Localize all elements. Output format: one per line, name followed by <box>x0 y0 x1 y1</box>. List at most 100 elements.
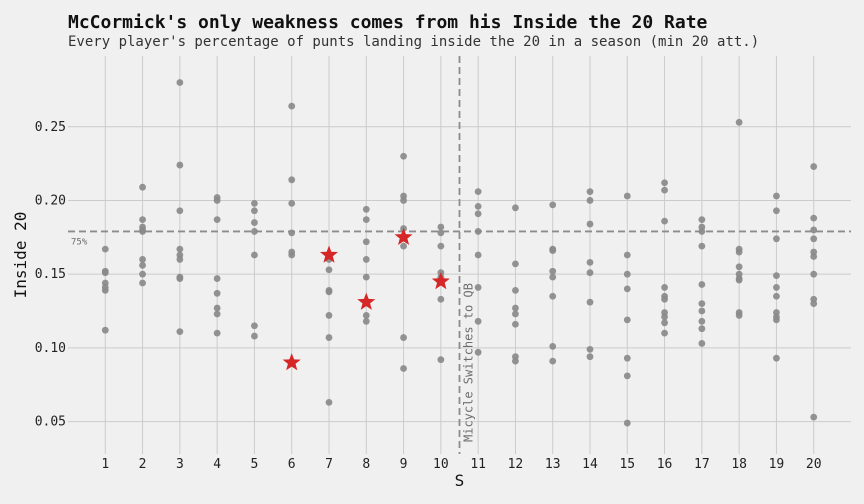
data-point <box>549 247 557 254</box>
data-point <box>661 313 668 321</box>
data-point <box>474 188 482 196</box>
data-point <box>139 279 146 287</box>
data-point <box>661 319 668 327</box>
x-tick-label: 3 <box>176 457 184 472</box>
data-point <box>251 207 258 215</box>
data-point <box>810 300 818 308</box>
data-point <box>549 342 557 350</box>
data-point <box>623 192 631 200</box>
data-point <box>437 229 445 237</box>
data-point <box>325 334 333 341</box>
data-point <box>362 205 370 213</box>
data-point <box>586 298 594 306</box>
data-point <box>362 273 370 281</box>
data-point <box>362 216 370 224</box>
data-point <box>362 238 370 246</box>
highlight-star-point <box>282 353 301 371</box>
data-point <box>101 326 109 334</box>
data-point <box>288 176 296 184</box>
data-point <box>773 284 780 291</box>
data-point <box>549 201 557 209</box>
x-tick-label: 11 <box>470 457 486 472</box>
data-point <box>698 340 706 347</box>
data-point <box>251 332 258 340</box>
grid-lines <box>68 56 851 454</box>
data-point <box>623 419 631 427</box>
data-point <box>474 317 482 325</box>
data-point <box>810 413 818 421</box>
data-point <box>362 317 370 325</box>
x-tick-label: 16 <box>657 457 673 472</box>
data-point <box>549 292 557 300</box>
data-point <box>288 200 296 207</box>
data-point <box>213 289 221 297</box>
x-tick-label: 12 <box>508 457 524 472</box>
data-point <box>474 210 482 218</box>
data-point <box>139 183 146 191</box>
data-point <box>810 270 818 278</box>
data-point <box>549 267 557 275</box>
data-point <box>623 270 631 278</box>
data-point <box>773 316 780 324</box>
data-point <box>437 295 445 303</box>
reference-line-label: 75% <box>71 237 88 247</box>
chart-title: McCormick's only weakness comes from his… <box>68 12 708 33</box>
data-point <box>474 202 482 210</box>
data-point <box>176 328 184 336</box>
data-point <box>139 256 146 263</box>
x-tick-label: 2 <box>139 457 147 472</box>
data-point <box>176 207 184 215</box>
data-point <box>586 353 594 361</box>
x-tick-label: 14 <box>582 457 598 472</box>
data-point <box>437 356 445 364</box>
data-points <box>101 79 818 427</box>
data-point <box>176 245 184 253</box>
data-point <box>623 316 631 324</box>
data-point <box>213 275 221 282</box>
y-tick-label: 0.15 <box>35 267 66 282</box>
data-point <box>623 372 631 380</box>
x-tick-label: 18 <box>731 457 747 472</box>
data-point <box>213 304 221 312</box>
data-point <box>139 261 146 269</box>
data-point <box>586 269 594 277</box>
data-point <box>437 242 445 250</box>
data-point <box>512 286 519 294</box>
x-tick-label: 7 <box>325 457 333 472</box>
data-point <box>586 345 594 353</box>
data-point <box>251 322 258 330</box>
x-tick-label: 13 <box>545 457 561 472</box>
data-point <box>698 307 706 315</box>
data-point <box>251 200 258 207</box>
data-point <box>773 192 780 200</box>
data-point <box>661 295 668 303</box>
data-point <box>474 228 482 235</box>
data-point <box>325 288 333 296</box>
x-axis-label: S <box>455 471 465 490</box>
data-point <box>213 216 221 224</box>
data-point <box>176 161 184 169</box>
data-point <box>512 304 519 312</box>
data-point <box>400 197 407 204</box>
y-tick-label: 0.20 <box>35 193 66 208</box>
data-point <box>735 276 743 284</box>
data-point <box>773 292 780 300</box>
data-point <box>810 226 818 234</box>
y-tick-label: 0.25 <box>35 120 66 135</box>
data-point <box>586 220 594 228</box>
data-point <box>773 354 780 362</box>
data-point <box>735 118 743 126</box>
data-point <box>661 186 668 194</box>
x-tick-label: 17 <box>694 457 710 472</box>
data-point <box>474 284 482 291</box>
data-point <box>698 325 706 333</box>
data-point <box>735 312 743 319</box>
data-point <box>251 219 258 226</box>
data-point <box>325 312 333 319</box>
chart-subtitle: Every player's percentage of punts landi… <box>68 34 760 50</box>
data-point <box>549 273 557 281</box>
data-point <box>623 354 631 362</box>
data-point <box>251 228 258 235</box>
x-tick-label: 1 <box>101 457 109 472</box>
data-point <box>586 197 594 204</box>
